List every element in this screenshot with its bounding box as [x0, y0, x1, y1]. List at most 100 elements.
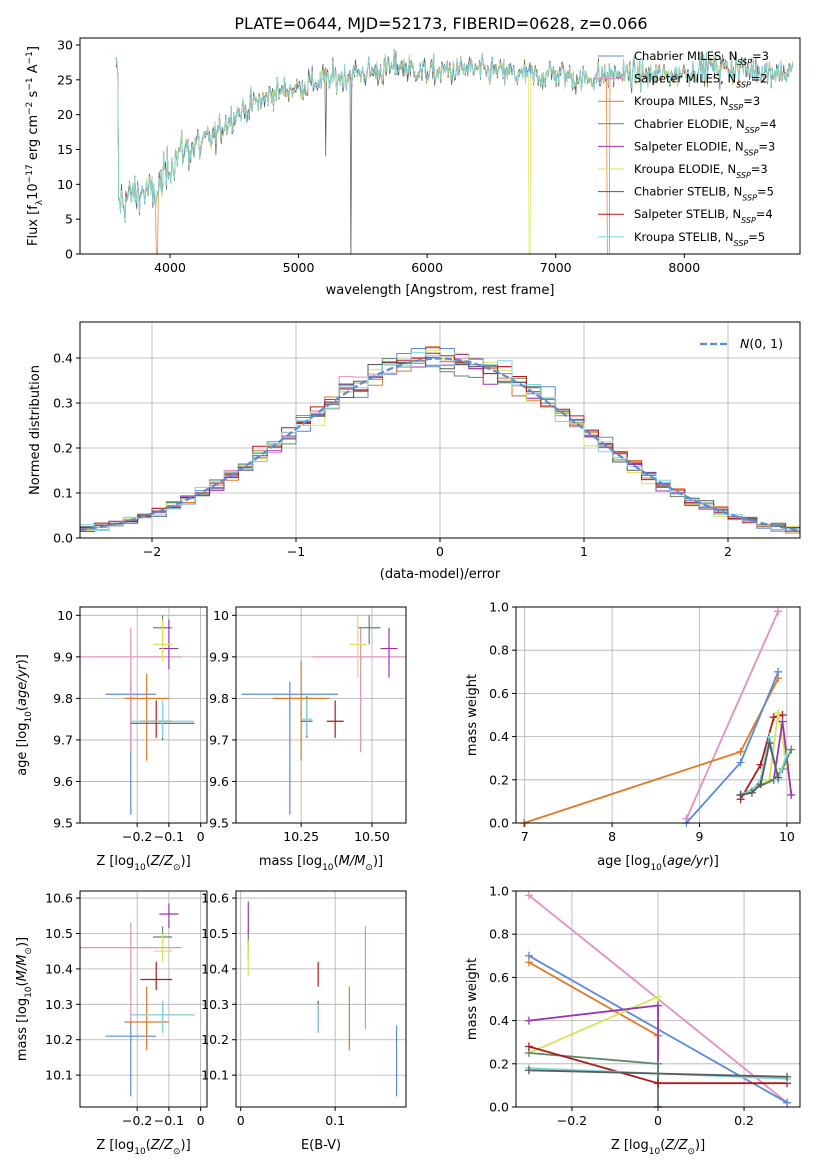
cum_Z-xtick-label: 0.2 — [734, 1113, 754, 1128]
cum_age-xtick-label: 10 — [779, 829, 795, 844]
cum_age-xtick-label: 8 — [608, 829, 616, 844]
cum_Z-series-line — [528, 1069, 788, 1078]
figure-title: PLATE=0644, MJD=52173, FIBERID=0628, z=0… — [234, 14, 647, 33]
age_vs_Z-xlabel: Z [log10(Z/Z⊙)] — [96, 854, 190, 873]
residuals-histogram — [80, 351, 800, 538]
residuals-ylabel: Normed distribution — [28, 365, 43, 495]
cum_age-point-marker — [787, 745, 796, 754]
mass_vs_ebv-ytick-label: 10.2 — [201, 1032, 229, 1047]
age_vs_Z-xtick-label: 0 — [197, 829, 205, 844]
spectrum-legend-label: Salpeter ELODIE, NSSP=3 — [634, 139, 775, 157]
cum_age-point-marker — [782, 749, 791, 758]
cum_age-point-marker — [774, 667, 783, 676]
residuals-xtick-label: 1 — [580, 544, 588, 559]
age_vs_Z-ytick-label: 9.5 — [53, 816, 73, 831]
spectrum-legend-label: Chabrier ELODIE, NSSP=4 — [634, 117, 776, 135]
mass_vs_ebv-ytick-label: 10.4 — [201, 961, 229, 976]
residuals-legend-label: N(0, 1) — [740, 336, 783, 351]
cum_Z-point-marker — [654, 992, 662, 1001]
cum_Z-ytick-label: 0.2 — [489, 1056, 509, 1071]
mass_vs_ebv-xtick-label: 0.1 — [325, 1113, 345, 1128]
mass_vs_ebv-ytick-label: 10.5 — [201, 926, 229, 941]
cum_Z-point-marker — [654, 1059, 662, 1068]
spectrum-legend-label: Chabrier MILES, NSSP=3 — [634, 49, 769, 67]
residuals-ytick-label: 0.3 — [53, 396, 73, 411]
spectrum-ylabel: Flux [fλ10−17 erg cm−2 s−1 A−1] — [25, 46, 45, 246]
cum_age-xtick-label: 9 — [696, 829, 704, 844]
mass_vs_ebv-xlabel: E(B-V) — [301, 1138, 341, 1153]
age_vs_mass-xlabel: mass [log10(M/M⊙)] — [259, 854, 383, 873]
cum_age-ytick-label: 0.6 — [489, 686, 509, 701]
age_vs_mass-xtick-label: 10.25 — [283, 829, 319, 844]
age_vs_Z-ytick-label: 9.6 — [53, 774, 73, 789]
cum_Z-series-line — [528, 1052, 659, 1107]
cum_Z-xtick-label: 0 — [654, 1113, 662, 1128]
spectrum-ytick-label: 5 — [65, 212, 73, 227]
cum_age-xlabel: age [log10(age/yr)] — [597, 854, 719, 873]
residuals-panel: −2 −1 0 1 2 0.0 0.1 0.2 0.3 0.4 (data-model)/error… — [28, 321, 801, 582]
cum_Z-point-marker — [654, 1001, 662, 1010]
cum_age-series-line — [685, 671, 780, 824]
cum_Z-xlabel: Z [log10(Z/Z⊙)] — [611, 1138, 705, 1157]
spectrum-ytick-label: 15 — [57, 142, 73, 157]
residuals-gaussian-curve — [79, 357, 801, 532]
cum_age-panel: 7 8 9 10 0.0 0.2 0.4 0.6 0.8 1.0 age [log10(age/yr… — [465, 600, 801, 873]
spectrum-xtick-label: 7000 — [540, 260, 572, 275]
age_vs_Z-ytick-label: 9.9 — [53, 649, 73, 664]
cum_Z-panel: −0.2 0 0.2 0.0 0.2 0.4 0.6 0.8 1.0 Z [log10(Z/Z⊙)… — [465, 884, 801, 1157]
age_vs_mass-ytick-label: 9.6 — [209, 774, 229, 789]
cum_age-point-marker — [736, 790, 745, 799]
spectrum-frame — [79, 37, 801, 255]
age_vs_mass-ytick-label: 9.9 — [209, 649, 229, 664]
mass_vs_Z-xtick-label: −0.1 — [154, 1113, 184, 1128]
cum_age-ytick-label: 0.8 — [489, 643, 509, 658]
age_vs_Z-xtick-label: −0.1 — [154, 829, 184, 844]
cum_age-point-marker — [774, 773, 783, 782]
cum_Z-ytick-label: 1.0 — [489, 884, 509, 899]
age_vs_Z-ytick-label: 9.8 — [53, 691, 73, 706]
mass_vs_Z-ytick-label: 10.5 — [45, 926, 73, 941]
cum_age-point-marker — [778, 717, 787, 726]
age_vs_mass-ytick-label: 9.7 — [209, 732, 229, 747]
spectrum-legend-label: Kroupa MILES, NSSP=3 — [634, 94, 760, 112]
cum_age-point-marker — [736, 747, 745, 756]
spectrum-ytick-label: 25 — [57, 72, 73, 87]
spectrum-panel: 4000 5000 6000 7000 8000 0 5 10 15 20 25 30 waveleng… — [25, 37, 801, 298]
cum_age-ytick-label: 1.0 — [489, 600, 509, 615]
age_vs_mass-panel: 10.25 10.50 9.5 9.6 9.7 9.8 9.9 10 mass [log10(M… — [209, 606, 407, 873]
age_vs_Z-ytick-label: 9.7 — [53, 732, 73, 747]
cum_age-point-marker — [765, 739, 774, 748]
age_vs_mass-frame — [235, 606, 407, 824]
mass_vs_Z-xtick-label: 0 — [197, 1113, 205, 1128]
mass_vs_Z-ylabel: mass [log10(M/M⊙)] — [15, 937, 34, 1061]
mass_vs_ebv-ytick-label: 10.3 — [201, 997, 229, 1012]
spectrum-xtick-label: 5000 — [283, 260, 315, 275]
cum_Z-point-marker — [524, 1016, 533, 1025]
spectrum-legend-label: Kroupa STELIB, NSSP=5 — [634, 230, 765, 248]
cum_Z-frame — [515, 890, 801, 1108]
mass_vs_Z-xtick-label: −0.2 — [122, 1113, 152, 1128]
mass_vs_Z-frame — [79, 890, 208, 1108]
spectrum-ytick-label: 10 — [57, 177, 73, 192]
mass_vs_ebv-panel: 0 0.1 10.1 10.2 10.3 10.4 10.5 10.6 E(B-V) — [201, 890, 407, 1153]
cum_Z-ylabel: mass weight — [465, 958, 480, 1040]
cum_Z-ytick-label: 0.8 — [489, 927, 509, 942]
age_vs_mass-ytick-label: 9.5 — [209, 816, 229, 831]
spectrum-legend-label: Salpeter STELIB, NSSP=4 — [634, 207, 773, 225]
cum_age-point-marker — [747, 788, 756, 797]
cum_Z-point-marker — [783, 1072, 792, 1081]
cum_Z-point-marker — [524, 958, 533, 967]
spectrum-legend-label: Chabrier STELIB, NSSP=5 — [634, 185, 774, 203]
age_vs_Z-ylabel: age [log10(age/yr)] — [15, 654, 34, 776]
age_vs_mass-xtick-label: 10.50 — [354, 829, 390, 844]
cum_age-point-marker — [736, 758, 745, 767]
mass_vs_ebv-xtick-label: 0 — [237, 1113, 245, 1128]
spectrum-ytick-label: 20 — [57, 107, 73, 122]
cum_age-frame — [515, 606, 801, 824]
cum_age-ytick-label: 0.4 — [489, 729, 509, 744]
residuals-frame — [79, 321, 801, 539]
mass_vs_ebv-frame — [235, 890, 407, 1108]
cum_Z-point-marker — [524, 1042, 533, 1051]
cum_Z-ytick-label: 0.4 — [489, 1013, 509, 1028]
age_vs_Z-ytick-label: 10 — [57, 608, 73, 623]
